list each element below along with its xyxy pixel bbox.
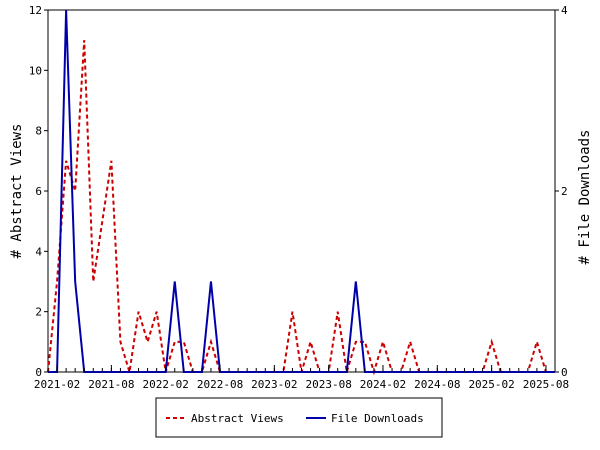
legend-box xyxy=(155,397,443,438)
legend-label-file-downloads: File Downloads xyxy=(331,412,424,425)
y-right-tick-label: 0 xyxy=(561,366,568,379)
x-tick-label: 2025-08 xyxy=(523,378,569,391)
legend: Abstract Views File Downloads xyxy=(155,397,443,438)
y-left-tick-label: 0 xyxy=(35,366,42,379)
tick-layer: 0 2 4 6 8 10 12 0 2 4 2021-02 2021-08 2022-02 2022-08… xyxy=(29,4,569,391)
y-right-tick-label: 2 xyxy=(561,185,568,198)
y-left-tick-label: 10 xyxy=(29,64,42,77)
y-left-tick-label: 12 xyxy=(29,4,42,17)
y-left-tick-label: 6 xyxy=(35,185,42,198)
y-left-tick-label: 2 xyxy=(35,306,42,319)
y-right-tick-label: 4 xyxy=(561,4,568,17)
y-right-axis-title: # File Downloads xyxy=(577,130,593,265)
x-tick-label: 2024-02 xyxy=(360,378,406,391)
y-left-axis-title: # Abstract Views xyxy=(9,124,25,259)
x-tick-label: 2022-02 xyxy=(143,378,189,391)
x-tick-label: 2022-08 xyxy=(197,378,243,391)
x-tick-label: 2023-08 xyxy=(305,378,351,391)
x-tick-label: 2024-08 xyxy=(414,378,460,391)
x-tick-label: 2023-02 xyxy=(251,378,297,391)
legend-label-abstract-views: Abstract Views xyxy=(191,412,284,425)
x-tick-label: 2021-08 xyxy=(88,378,134,391)
plot-area xyxy=(47,9,556,373)
x-tick-label: 2021-02 xyxy=(34,378,80,391)
y-left-tick-label: 4 xyxy=(35,245,42,258)
y-left-tick-label: 8 xyxy=(35,125,42,138)
x-tick-label: 2025-02 xyxy=(468,378,514,391)
